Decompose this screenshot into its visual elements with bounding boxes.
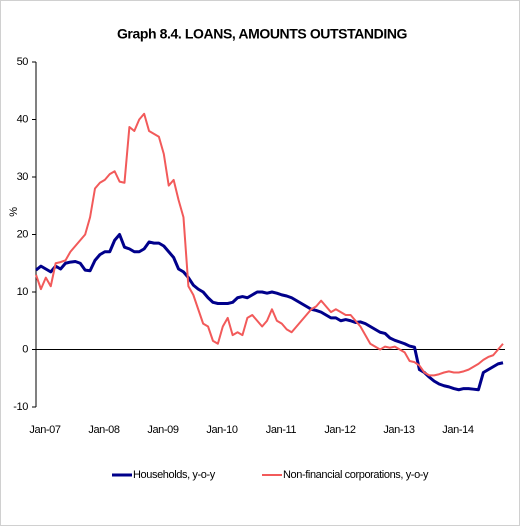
y-tick-label: 50 (17, 56, 29, 68)
legend-label: Non-financial corporations, y-o-y (283, 469, 429, 481)
series-line (35, 112, 504, 377)
x-tick-label: Jan-11 (266, 424, 297, 436)
x-tick-label: Jan-13 (383, 424, 415, 436)
y-tick-label: -10 (13, 401, 28, 413)
x-tick-label: Jan-14 (442, 424, 474, 436)
y-axis-label: % (8, 207, 20, 217)
legend-label: Households, y-o-y (133, 469, 216, 481)
y-tick-label: 20 (17, 228, 29, 240)
x-tick-label: Jan-10 (206, 424, 238, 436)
x-tick-label: Jan-08 (88, 424, 120, 436)
y-tick-label: 30 (17, 171, 29, 183)
x-tick-label: Jan-07 (29, 424, 61, 436)
chart-title: Graph 8.4. LOANS, AMOUNTS OUTSTANDING (117, 26, 408, 42)
y-tick-label: 10 (17, 286, 29, 298)
x-tick-label: Jan-12 (324, 424, 356, 436)
y-tick-label: 40 (17, 113, 29, 125)
x-tick-label: Jan-09 (147, 424, 179, 436)
y-tick-label: 0 (22, 343, 28, 355)
